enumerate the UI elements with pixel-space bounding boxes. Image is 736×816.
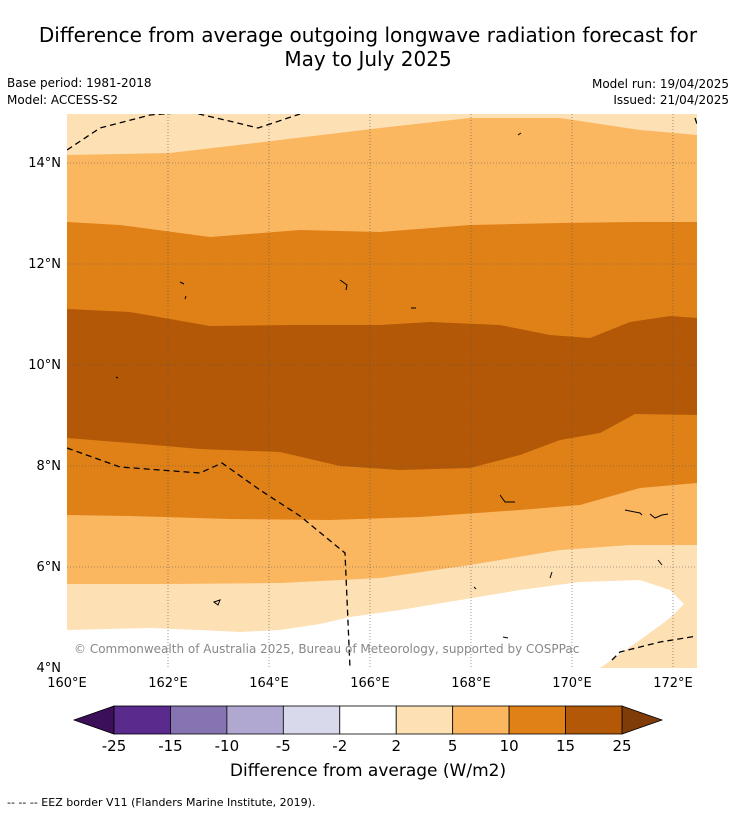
colorbar-tick-label: 15 — [556, 737, 575, 755]
colorbar-segment — [339, 705, 397, 735]
colorbar-tick-label: 5 — [448, 737, 458, 755]
colorbar-tick-label: -10 — [215, 737, 240, 755]
colorbar-segment — [226, 705, 284, 735]
colorbar-tick-label: 10 — [500, 737, 519, 755]
copyright-text: © Commonwealth of Australia 2025, Bureau… — [74, 642, 579, 656]
colorbar-segment — [395, 705, 454, 735]
y-tick-label: 4°N — [37, 661, 62, 676]
contour-field: © Commonwealth of Australia 2025, Bureau… — [67, 114, 697, 668]
x-tick-label: 172°E — [653, 676, 693, 691]
x-axis: 160°E 162°E 164°E 166°E 168°E 170°E 172°… — [47, 676, 693, 691]
eez-legend-note: -- -- -- EEZ border V11 (Flanders Marine… — [7, 796, 316, 809]
colorbar-segment — [113, 705, 171, 735]
map-title-line1: Difference from average outgoing longwav… — [38, 23, 698, 47]
colorbar-tick-label: -5 — [276, 737, 291, 755]
issued-date: Issued: 21/04/2025 — [613, 93, 729, 107]
colorbar-tick-label: -15 — [158, 737, 183, 755]
y-tick-label: 6°N — [37, 560, 62, 575]
x-tick-label: 160°E — [47, 676, 87, 691]
colorbar-over-arrow — [621, 705, 664, 735]
colorbar-tick-label: 25 — [612, 737, 631, 755]
y-tick-label: 12°N — [28, 257, 61, 272]
x-tick-label: 168°E — [451, 676, 491, 691]
y-tick-label: 8°N — [37, 459, 62, 474]
colorbar-segment — [508, 705, 566, 735]
y-tick-label: 10°N — [28, 358, 61, 373]
graticule — [67, 114, 697, 668]
model-name: Model: ACCESS-S2 — [7, 93, 119, 107]
y-tick-label: 14°N — [28, 156, 61, 171]
colorbar-under-arrow — [72, 705, 115, 735]
x-tick-label: 170°E — [552, 676, 592, 691]
eez-borders — [67, 114, 697, 668]
colorbar-segment — [565, 705, 623, 735]
x-tick-label: 166°E — [350, 676, 390, 691]
colorbar-segment — [170, 705, 228, 735]
band-neutral — [67, 580, 697, 668]
x-tick-label: 162°E — [148, 676, 188, 691]
colorbar: -25 -15 -10 -5 -2 2 5 10 15 25 — [72, 705, 664, 755]
base-period: Base period: 1981-2018 — [7, 76, 152, 90]
islands — [115, 132, 669, 639]
colorbar-tick-label: 2 — [391, 737, 401, 755]
x-tick-label: 164°E — [249, 676, 289, 691]
model-run: Model run: 19/04/2025 — [591, 77, 729, 91]
band-15-25 — [67, 309, 697, 470]
y-axis: 4°N 6°N 8°N 10°N 12°N 14°N — [28, 156, 61, 676]
colorbar-segment — [282, 705, 341, 735]
colorbar-tick-label: -25 — [102, 737, 127, 755]
forecast-map: © Commonwealth of Australia 2025, Bureau… — [28, 114, 697, 755]
map-title-line2: May to July 2025 — [284, 47, 452, 71]
colorbar-title: Difference from average (W/m2) — [229, 761, 507, 781]
colorbar-tick-label: -2 — [332, 737, 347, 755]
colorbar-segment — [452, 705, 510, 735]
